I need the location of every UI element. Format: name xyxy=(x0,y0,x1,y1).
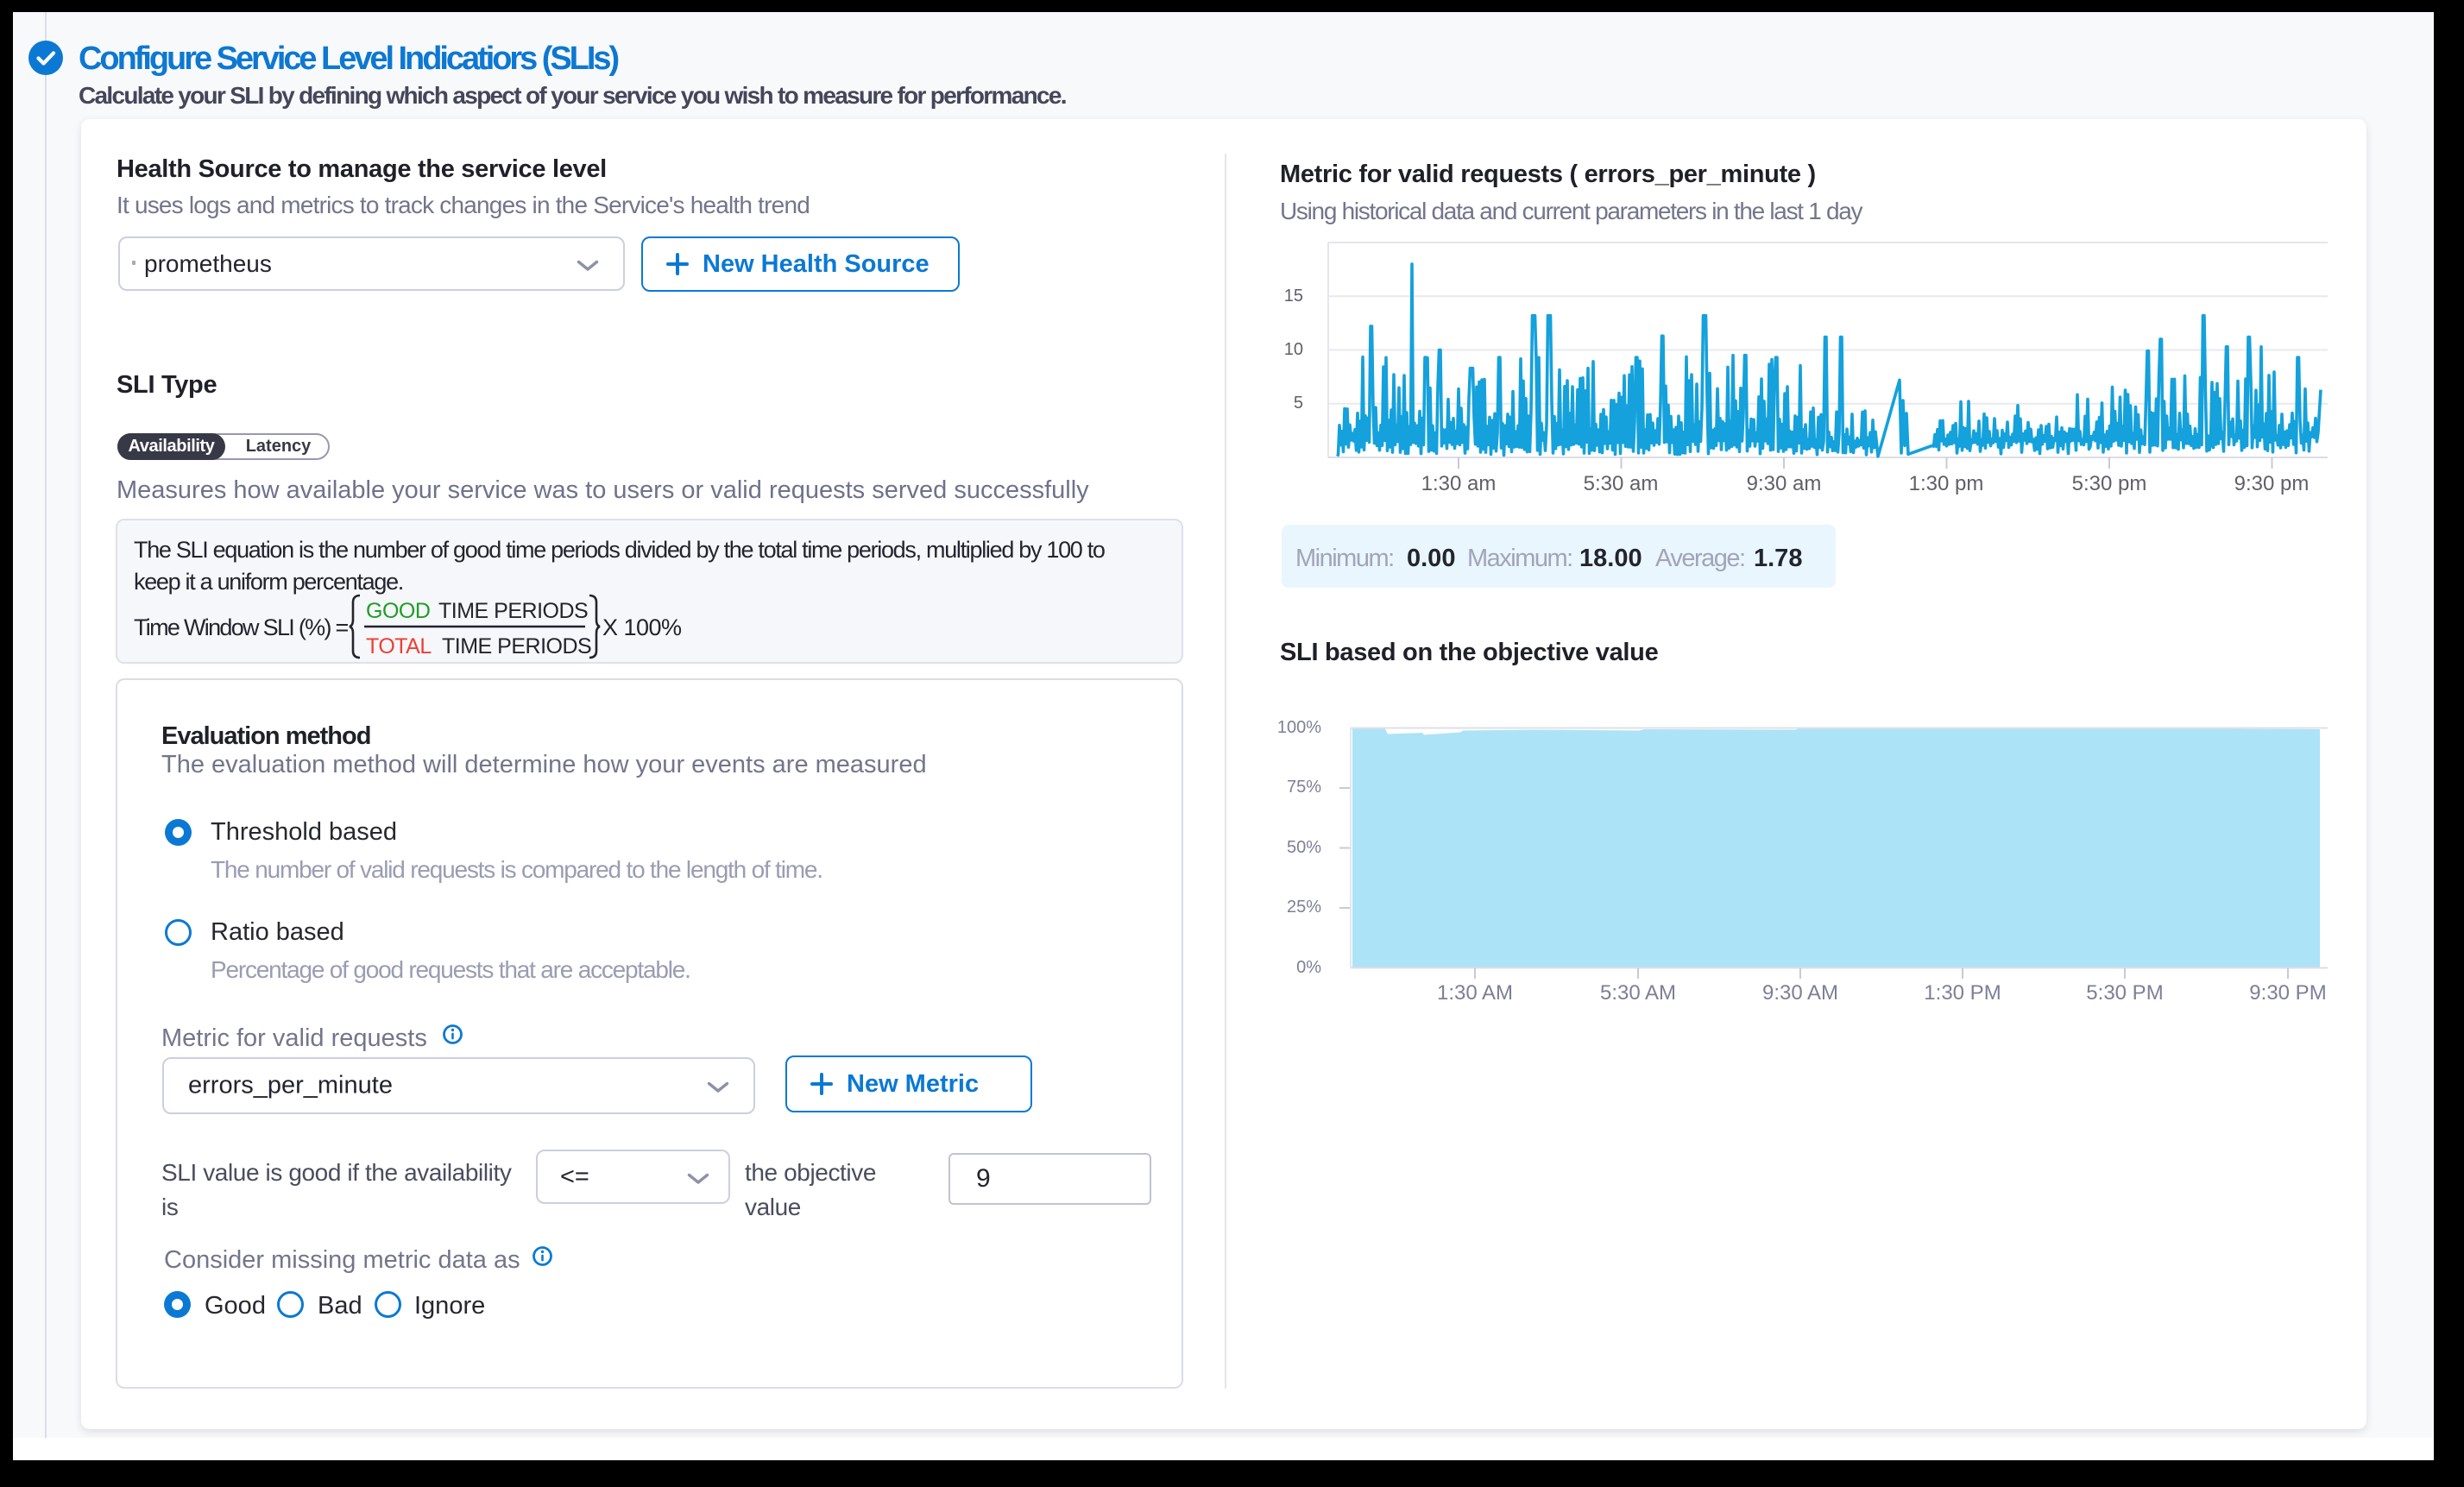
svg-text:TIME PERIODS: TIME PERIODS xyxy=(442,634,591,658)
svg-text:TOTAL: TOTAL xyxy=(366,634,432,658)
svg-text:TIME PERIODS: TIME PERIODS xyxy=(438,599,588,623)
svg-text:GOOD: GOOD xyxy=(366,599,430,623)
